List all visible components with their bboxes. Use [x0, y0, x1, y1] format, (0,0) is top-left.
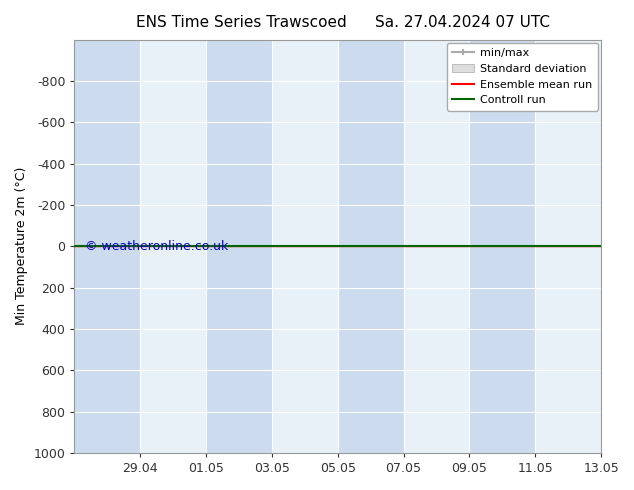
Text: Sa. 27.04.2024 07 UTC: Sa. 27.04.2024 07 UTC	[375, 15, 550, 30]
Text: © weatheronline.co.uk: © weatheronline.co.uk	[85, 240, 228, 253]
Legend: min/max, Standard deviation, Ensemble mean run, Controll run: min/max, Standard deviation, Ensemble me…	[446, 43, 598, 111]
Bar	[601, 40, 618, 453]
Bar	[469, 40, 535, 453]
Text: ENS Time Series Trawscoed: ENS Time Series Trawscoed	[136, 15, 346, 30]
Bar	[338, 40, 404, 453]
Bar	[206, 40, 272, 453]
Bar	[74, 40, 140, 453]
Y-axis label: Min Temperature 2m (°C): Min Temperature 2m (°C)	[15, 167, 28, 325]
